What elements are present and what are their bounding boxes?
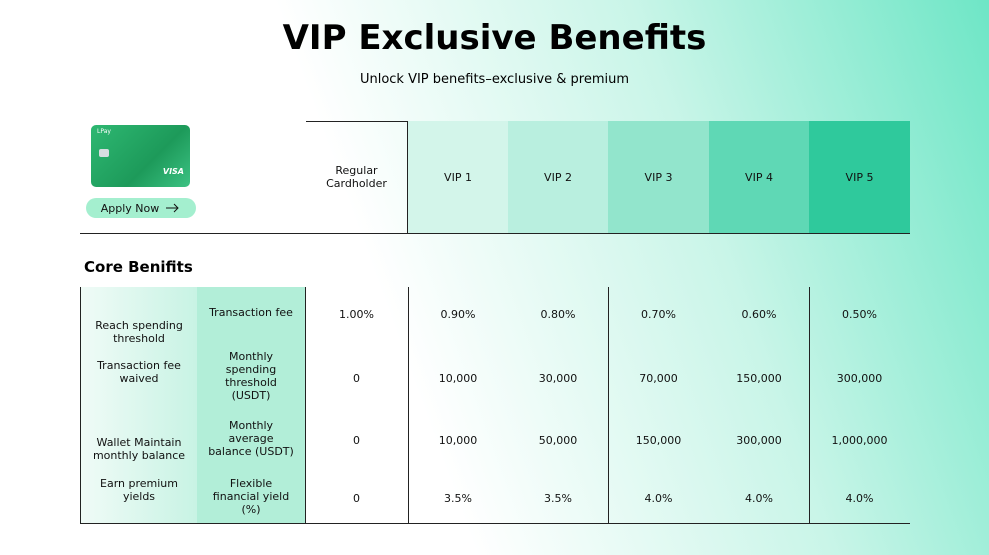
apply-button[interactable]: Apply Now	[86, 198, 196, 218]
section-title: Core Benifits	[84, 258, 193, 276]
row-group: Transaction fee waived	[97, 359, 181, 385]
row-metric: Monthly average balance (USDT)	[208, 418, 294, 458]
column-header: VIP 4	[709, 121, 809, 233]
body-divider	[608, 287, 609, 523]
header-line	[80, 233, 910, 234]
row-metric: Monthly spending threshold (USDT)	[225, 350, 277, 402]
cell-value: 1,000,000	[831, 433, 888, 447]
cell-value: 10,000	[438, 433, 478, 447]
cell-value: 0.70%	[641, 307, 676, 321]
column-header: VIP 3	[608, 121, 709, 233]
card-brand: LPay	[97, 128, 111, 135]
header-divider	[407, 121, 408, 233]
cell-value: 0.60%	[741, 307, 777, 321]
cell-value: 150,000	[736, 371, 782, 385]
cell-value: 0	[353, 433, 360, 447]
group-column	[80, 287, 197, 523]
cell-value: 0.80%	[540, 307, 576, 321]
cell-value: 0.50%	[842, 307, 877, 321]
cell-value: 0	[353, 491, 360, 505]
body-divider	[80, 287, 81, 523]
row-group: Reach spending threshold	[95, 319, 183, 345]
cell-value: 0	[353, 371, 360, 385]
header-top-line	[306, 121, 408, 122]
row-group: Earn premium yields	[100, 477, 178, 503]
title: VIP Exclusive Benefits	[282, 18, 707, 58]
column-header: VIP 5	[809, 121, 910, 233]
arrow-icon	[166, 203, 179, 213]
cell-value: 0.90%	[440, 307, 476, 321]
metric-column	[197, 287, 305, 523]
cell-value: 4.0%	[644, 491, 673, 505]
button-label: Apply Now	[100, 201, 160, 215]
column-header: Regular Cardholder	[326, 164, 387, 190]
row-metric: Transaction fee	[209, 305, 293, 319]
cell-value: 3.5%	[444, 491, 472, 505]
cell-value: 4.0%	[745, 491, 773, 505]
body-divider	[305, 287, 306, 523]
cell-value: 4.0%	[845, 491, 874, 505]
cell-value: 150,000	[635, 433, 682, 447]
column-header: VIP 2	[508, 121, 608, 233]
cell-value: 300,000	[736, 433, 782, 447]
cell-value: 10,000	[438, 371, 478, 385]
subtitle: Unlock VIP benefits–exclusive & premium	[359, 72, 630, 87]
cell-value: 70,000	[639, 371, 678, 385]
row-metric: Flexible financial yield (%)	[212, 476, 290, 516]
card-network: VISA	[162, 167, 184, 176]
row-group: Wallet Maintain monthly balance	[92, 436, 186, 462]
cell-value: 30,000	[538, 371, 578, 385]
bottom-line	[80, 523, 910, 524]
body-divider	[408, 287, 409, 523]
column-header: VIP 1	[408, 121, 508, 233]
cell-value: 50,000	[538, 433, 578, 447]
body-divider	[809, 287, 810, 523]
card-chip	[99, 149, 109, 157]
card-image: LPay VISA	[91, 125, 190, 187]
cell-value: 3.5%	[544, 491, 572, 505]
cell-value: 300,000	[836, 371, 883, 385]
cell-value: 1.00%	[339, 307, 374, 321]
